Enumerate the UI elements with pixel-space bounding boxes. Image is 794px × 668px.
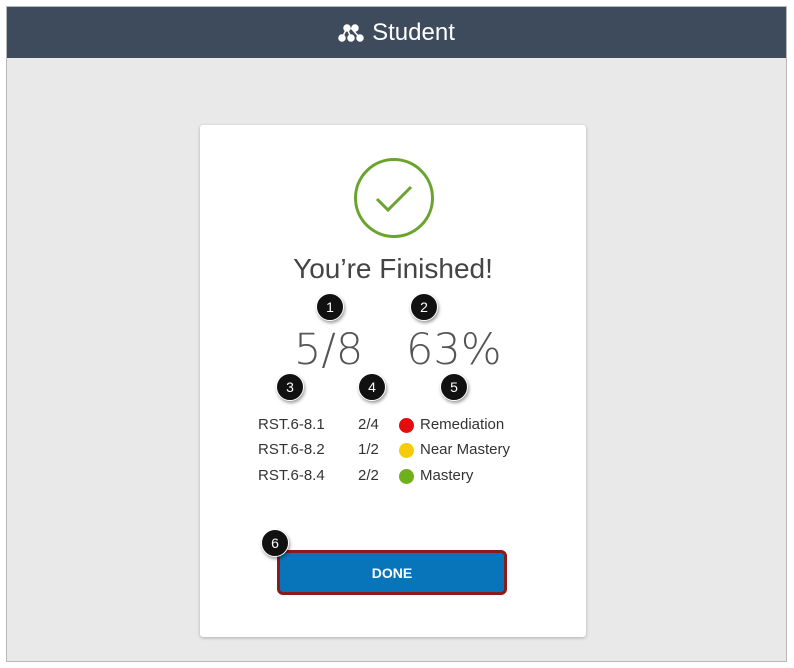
standard-row: RST.6-8.2 1/2 Near Mastery — [258, 441, 558, 461]
standard-code: RST.6-8.4 — [258, 467, 325, 484]
standard-status: Near Mastery — [420, 441, 511, 458]
standard-code: RST.6-8.1 — [258, 416, 325, 433]
status-dot — [399, 469, 414, 484]
percent-score: 63% — [406, 325, 502, 375]
results-card: You’re Finished! 5/8 63% RST.6-8.1 2/4 R… — [200, 125, 586, 637]
app-window: Student You’re Finished! 5/8 63% RST.6-8… — [6, 6, 787, 662]
standard-score: 1/2 — [358, 441, 379, 458]
standard-status: Remediation — [420, 416, 505, 433]
status-dot — [399, 443, 414, 458]
callout-2: 2 — [410, 293, 438, 321]
page-title: You’re Finished! — [293, 253, 493, 284]
callout-3: 3 — [276, 373, 304, 401]
checkmark-circle-icon — [354, 158, 434, 238]
standard-row: RST.6-8.4 2/2 Mastery — [258, 467, 558, 487]
callout-1: 1 — [316, 293, 344, 321]
status-dot — [399, 418, 414, 433]
header-title: Student — [372, 18, 455, 46]
done-button[interactable]: DONE — [277, 550, 507, 595]
raw-score: 5/8 — [294, 325, 364, 375]
standard-status: Mastery — [420, 467, 474, 484]
standard-row: RST.6-8.1 2/4 Remediation — [258, 416, 558, 436]
standard-score: 2/4 — [358, 416, 379, 433]
callout-6: 6 — [261, 529, 289, 557]
network-dots-icon — [338, 23, 364, 42]
callout-4: 4 — [358, 373, 386, 401]
header: Student — [7, 7, 786, 58]
callout-5: 5 — [440, 373, 468, 401]
standard-score: 2/2 — [358, 467, 379, 484]
standard-code: RST.6-8.2 — [258, 441, 325, 458]
